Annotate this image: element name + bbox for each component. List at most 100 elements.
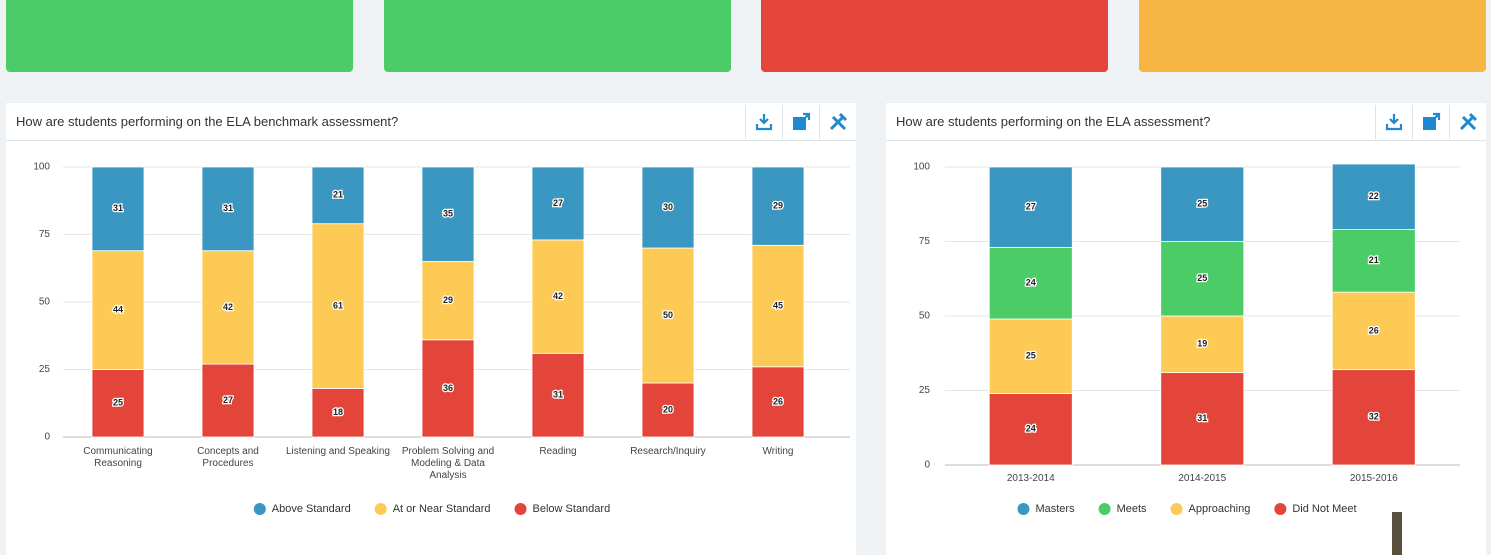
bar-segment bbox=[201, 363, 255, 438]
summary-card[interactable] bbox=[1139, 0, 1486, 72]
bar-segment bbox=[201, 250, 255, 365]
bar-segment bbox=[91, 166, 145, 252]
chart-title: How are students performing on the ELA a… bbox=[896, 114, 1211, 129]
toolbar bbox=[745, 105, 856, 139]
x-tick-label: Problem Solving and Modeling & Data Anal… bbox=[401, 446, 495, 481]
bar-segment bbox=[641, 166, 695, 249]
bar-segment bbox=[421, 166, 475, 262]
bar-segment bbox=[751, 366, 805, 438]
data-label: 27 bbox=[223, 395, 233, 405]
y-tick-label: 75 bbox=[919, 236, 931, 247]
chart-title: How are students performing on the ELA b… bbox=[16, 114, 399, 129]
toolbar-button[interactable] bbox=[1449, 105, 1486, 139]
y-tick-label: 25 bbox=[39, 364, 51, 375]
legend-swatch bbox=[374, 503, 387, 515]
bar-segment bbox=[421, 339, 475, 438]
data-label: 31 bbox=[1197, 413, 1207, 423]
data-label: 31 bbox=[223, 203, 233, 213]
data-label: 50 bbox=[663, 310, 673, 320]
data-label: 42 bbox=[223, 302, 233, 312]
legend-label: Meets bbox=[1117, 503, 1147, 515]
x-tick-label: Research/Inquiry bbox=[630, 446, 706, 457]
bar-segment bbox=[531, 352, 585, 438]
x-tick-label: Reading bbox=[539, 446, 577, 457]
legend-swatch bbox=[1017, 503, 1030, 515]
data-label: 24 bbox=[1026, 424, 1036, 434]
data-label: 21 bbox=[333, 190, 343, 200]
summary-card[interactable] bbox=[384, 0, 731, 72]
toolbar-button[interactable] bbox=[1412, 105, 1449, 139]
data-label: 25 bbox=[1197, 273, 1207, 283]
x-tick-label: Listening and Speaking bbox=[286, 446, 390, 457]
summary-card[interactable] bbox=[6, 0, 353, 72]
data-label: 20 bbox=[663, 404, 673, 414]
legend-label: Below Standard bbox=[533, 503, 611, 515]
legend-label: Masters bbox=[1035, 503, 1075, 515]
legend-swatch bbox=[514, 503, 527, 515]
summary-card[interactable] bbox=[761, 0, 1108, 72]
bar-segment bbox=[751, 166, 805, 246]
toolbar bbox=[1375, 105, 1486, 139]
bar-segment bbox=[1160, 241, 1245, 317]
data-label: 29 bbox=[773, 201, 783, 211]
data-label: 35 bbox=[443, 209, 453, 219]
data-label: 24 bbox=[1026, 278, 1036, 288]
legend: Masters Meets Approaching Did Not Meet bbox=[1017, 503, 1357, 515]
legend-swatch bbox=[1274, 503, 1287, 515]
data-label: 31 bbox=[553, 390, 563, 400]
y-tick-label: 100 bbox=[33, 162, 50, 173]
bar-segment bbox=[1331, 229, 1416, 293]
chart-panel: How are students performing on the ELA a… bbox=[886, 103, 1486, 555]
data-label: 44 bbox=[113, 304, 123, 314]
data-label: 21 bbox=[1369, 255, 1379, 265]
data-label: 36 bbox=[443, 383, 453, 393]
bar-segment bbox=[988, 166, 1073, 248]
bar-segment bbox=[311, 223, 365, 389]
bar-segment bbox=[988, 247, 1073, 320]
data-label: 42 bbox=[553, 291, 563, 301]
data-label: 26 bbox=[1369, 325, 1379, 335]
bar-segment bbox=[751, 244, 805, 368]
data-label: 30 bbox=[663, 202, 673, 212]
bar-segment bbox=[531, 166, 585, 241]
x-tick-label: 2014-2015 bbox=[1178, 473, 1227, 484]
data-label: 61 bbox=[333, 300, 343, 310]
y-tick-label: 0 bbox=[44, 432, 50, 443]
toolbar-button[interactable] bbox=[782, 105, 819, 139]
bar-segment bbox=[1331, 163, 1416, 230]
bar-segment bbox=[1331, 291, 1416, 371]
bar-segment bbox=[641, 382, 695, 438]
bar-segment bbox=[311, 166, 365, 225]
legend: Above Standard At or Near Standard Below S… bbox=[253, 503, 611, 515]
toolbar-button[interactable] bbox=[819, 105, 856, 139]
x-tick-label: 2013-2014 bbox=[1006, 473, 1055, 484]
y-tick-label: 50 bbox=[39, 297, 51, 308]
chart-panel: How are students performing on the ELA b… bbox=[6, 103, 856, 555]
bar-segment bbox=[311, 387, 365, 438]
data-label: 45 bbox=[773, 300, 783, 310]
data-label: 32 bbox=[1369, 412, 1379, 422]
scroll-handle[interactable] bbox=[1392, 512, 1402, 555]
y-tick-label: 75 bbox=[39, 229, 51, 240]
x-tick-label: Communicating Reasoning bbox=[83, 446, 153, 469]
panel-header: How are students performing on the ELA a… bbox=[886, 103, 1486, 141]
legend-swatch bbox=[253, 503, 266, 515]
toolbar-button[interactable] bbox=[1375, 105, 1412, 139]
data-label: 25 bbox=[113, 398, 123, 408]
chart: 0 25 50 75 100 24 25 24 27 31 19 25 25 32 26 21 22 Master… bbox=[913, 162, 1460, 515]
data-label: 22 bbox=[1369, 191, 1379, 201]
y-tick-label: 50 bbox=[919, 311, 931, 322]
bar-segment bbox=[421, 261, 475, 341]
y-tick-label: 25 bbox=[919, 385, 931, 396]
panel-header: How are students performing on the ELA b… bbox=[6, 103, 856, 141]
legend-label: Did Not Meet bbox=[1292, 503, 1356, 515]
x-tick-label: 2015-2016 bbox=[1349, 473, 1398, 484]
legend-label: Approaching bbox=[1189, 503, 1251, 515]
toolbar-button[interactable] bbox=[745, 105, 782, 139]
bar-segment bbox=[1331, 369, 1416, 466]
bar-segment bbox=[1160, 166, 1245, 242]
legend-swatch bbox=[1098, 503, 1111, 515]
chart: 0 25 50 75 100 25 44 31 27 42 31 18 61 21 36 29 35 31 42 27… bbox=[33, 162, 850, 515]
data-label: 31 bbox=[113, 203, 123, 213]
